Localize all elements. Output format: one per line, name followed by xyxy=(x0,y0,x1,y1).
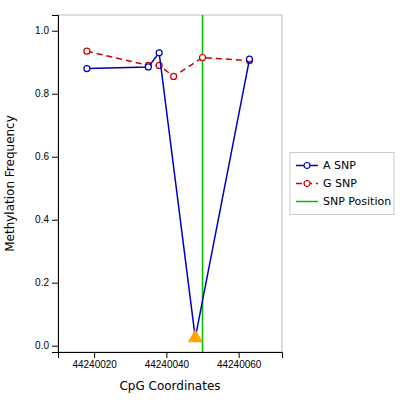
series-point xyxy=(84,66,90,72)
x-axis-line xyxy=(59,353,283,359)
chart: 44240020 44240040 44240060 0.0 0.2 0.4 0.6 0.8 1… xyxy=(0,0,400,400)
series xyxy=(84,48,253,79)
series-line xyxy=(87,53,250,338)
x-tick-mark xyxy=(94,352,95,358)
y-tick: 0.0 xyxy=(35,340,58,351)
y-tick-mark xyxy=(52,31,58,32)
legend-item: SNP Position xyxy=(296,195,391,208)
y-tick: 1.0 xyxy=(35,25,58,36)
y-axis: 0.0 0.2 0.4 0.6 0.8 1.0 xyxy=(35,16,58,353)
y-axis-title: Methylation Frequency xyxy=(3,115,17,252)
series-point xyxy=(145,64,151,70)
series-point xyxy=(200,55,206,61)
legend: A SNP G SNP SNP Position xyxy=(290,153,394,215)
y-tick-label: 0.6 xyxy=(35,151,49,162)
y-tick-mark xyxy=(52,94,58,95)
legend-marker xyxy=(304,181,310,187)
legend-marker xyxy=(304,163,310,169)
x-tick: 44240040 xyxy=(145,352,190,370)
legend-label: A SNP xyxy=(323,159,356,172)
x-axis: 44240020 44240040 44240060 xyxy=(59,352,283,370)
y-tick: 0.4 xyxy=(35,214,58,225)
x-tick: 44240020 xyxy=(72,352,117,370)
x-tick: 44240060 xyxy=(217,352,262,370)
y-tick-label: 1.0 xyxy=(35,25,49,36)
legend-label: G SNP xyxy=(323,177,357,190)
y-tick-label: 0.2 xyxy=(35,277,49,288)
x-tick-mark xyxy=(239,352,240,358)
series-point xyxy=(84,48,90,54)
series-point xyxy=(246,56,252,62)
y-tick: 0.2 xyxy=(35,277,58,288)
y-tick: 0.6 xyxy=(35,151,58,162)
x-axis-title: CpG Coordinates xyxy=(119,379,220,393)
series-point xyxy=(156,50,162,56)
marks xyxy=(84,15,253,352)
y-axis-line xyxy=(52,16,59,353)
legend-item: A SNP xyxy=(296,159,356,172)
series xyxy=(84,50,253,341)
y-tick-mark xyxy=(52,157,58,158)
y-tick-mark xyxy=(52,346,58,347)
plot-frame xyxy=(58,15,282,352)
y-tick-label: 0.0 xyxy=(35,340,49,351)
legend-swatch xyxy=(296,201,318,203)
x-tick-label: 44240060 xyxy=(217,359,262,370)
y-tick-mark xyxy=(52,220,58,221)
highlight-marker xyxy=(188,330,202,342)
legend-label: SNP Position xyxy=(323,195,391,208)
x-tick-label: 44240020 xyxy=(72,359,117,370)
y-tick-label: 0.8 xyxy=(35,88,49,99)
x-tick-label: 44240040 xyxy=(145,359,190,370)
legend-box xyxy=(290,153,394,215)
legend-item: G SNP xyxy=(296,177,357,190)
y-tick-label: 0.4 xyxy=(35,214,49,225)
x-tick-mark xyxy=(166,352,167,358)
plot: 44240020 44240040 44240060 0.0 0.2 0.4 0.6 0.8 1… xyxy=(3,15,394,393)
y-tick-mark xyxy=(52,283,58,284)
series-line xyxy=(87,51,250,76)
series-point xyxy=(171,73,177,79)
y-tick: 0.8 xyxy=(35,88,58,99)
